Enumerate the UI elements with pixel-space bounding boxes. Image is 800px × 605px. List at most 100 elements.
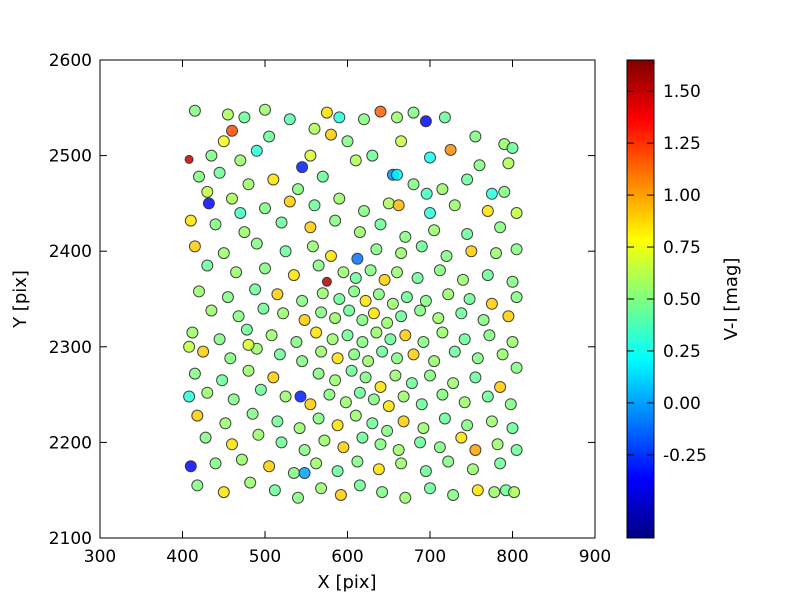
scatter-point xyxy=(320,106,333,119)
scatter-point xyxy=(250,144,263,157)
scatter-point xyxy=(471,484,484,497)
scatter-point xyxy=(417,422,430,435)
y-tick-label: 2600 xyxy=(49,51,92,71)
scatter-point xyxy=(358,113,370,126)
scatter-point xyxy=(370,243,383,256)
scatter-point xyxy=(399,491,412,504)
scatter-point xyxy=(209,218,222,231)
scatter-point xyxy=(273,348,286,361)
scatter-point xyxy=(370,326,383,339)
scatter-point xyxy=(463,293,476,305)
scatter-point xyxy=(384,333,397,346)
scatter-point xyxy=(259,202,271,215)
scatter-point xyxy=(508,486,521,499)
scatter-point xyxy=(290,336,303,348)
scatter-point xyxy=(224,352,237,365)
x-tick-label: 500 xyxy=(249,547,281,567)
scatter-point xyxy=(331,465,344,478)
scatter-point xyxy=(308,199,321,212)
scatter-point xyxy=(186,326,199,339)
scatter-point xyxy=(227,393,240,406)
scatter-point xyxy=(331,352,344,365)
scatter-point xyxy=(238,226,251,239)
scatter-point xyxy=(496,348,509,361)
scatter-point xyxy=(420,187,433,200)
scatter-point xyxy=(191,479,204,492)
scatter-point xyxy=(230,266,243,279)
scatter-point xyxy=(494,221,507,234)
scatter-point xyxy=(351,252,364,265)
scatter-point xyxy=(378,273,391,286)
scatter-point xyxy=(329,312,342,325)
scatter-point xyxy=(469,444,482,456)
scatter-point xyxy=(252,428,265,441)
scatter-point xyxy=(381,424,394,437)
scatter-point xyxy=(436,388,449,401)
scatter-point xyxy=(433,264,446,277)
scatter-point xyxy=(395,247,408,260)
scatter-point xyxy=(240,323,253,336)
scatter-point xyxy=(415,240,428,253)
scatter-point xyxy=(221,291,234,304)
scatter-point xyxy=(356,314,369,326)
y-tick-label: 2100 xyxy=(49,529,92,549)
scatter-point xyxy=(498,185,511,198)
scatter-point xyxy=(341,135,354,148)
scatter-point xyxy=(457,273,469,286)
scatter-point xyxy=(364,264,377,277)
scatter-point xyxy=(391,111,403,124)
scatter-point xyxy=(184,154,194,164)
scatter-point xyxy=(235,453,248,466)
scatter-point xyxy=(232,310,245,323)
x-tick-label: 600 xyxy=(331,547,363,567)
scatter-point xyxy=(263,460,276,473)
scatter-point xyxy=(242,178,255,191)
scatter-point xyxy=(382,197,395,210)
scatter-point xyxy=(321,276,332,287)
scatter-point xyxy=(374,105,387,118)
scatter-point xyxy=(333,192,346,205)
scatter-point xyxy=(397,390,410,403)
scatter-point xyxy=(490,247,502,260)
scatter-point xyxy=(201,259,214,272)
scatter-point xyxy=(469,371,482,384)
scatter-point xyxy=(356,431,369,444)
scatter-point xyxy=(411,272,424,284)
colorbar-tick-label: 0.50 xyxy=(663,290,701,310)
scatter-point xyxy=(316,287,329,300)
scatter-point xyxy=(312,412,325,425)
scatter-point xyxy=(399,329,412,342)
scatter-point xyxy=(494,457,507,470)
scatter-point xyxy=(391,168,403,181)
scatter-point xyxy=(419,115,432,128)
scatter-point xyxy=(277,307,290,320)
scatter-point xyxy=(432,312,445,325)
scatter-point xyxy=(442,288,455,301)
scatter-point xyxy=(221,108,234,121)
scatter-point xyxy=(417,336,430,348)
scatter-point xyxy=(259,262,271,275)
scatter-point xyxy=(506,336,519,348)
scatter-point xyxy=(287,467,300,479)
scatter-point xyxy=(448,345,461,358)
scatter-point xyxy=(392,199,405,212)
scatter-point xyxy=(201,386,214,399)
scatter-point xyxy=(191,409,204,422)
scatter-point xyxy=(491,438,504,451)
scatter-point xyxy=(310,326,323,339)
scatter-point xyxy=(298,467,311,479)
scatter-point xyxy=(226,124,238,137)
scatter-point xyxy=(337,266,350,279)
scatter-point xyxy=(506,275,519,288)
colorbar-tick-label: 0.75 xyxy=(663,238,701,258)
scatter-point xyxy=(199,431,212,444)
scatter-point xyxy=(436,326,449,339)
colorbar-tick-label: 1.50 xyxy=(663,82,701,102)
colorbar-tick-label: 0.25 xyxy=(663,342,701,362)
scatter-point xyxy=(465,245,478,258)
x-axis-label: X [pix] xyxy=(317,572,376,593)
colorbar-tick-label: 1.25 xyxy=(663,134,701,154)
scatter-point xyxy=(296,161,309,174)
scatter-point xyxy=(485,415,498,428)
scatter-point xyxy=(381,316,394,329)
